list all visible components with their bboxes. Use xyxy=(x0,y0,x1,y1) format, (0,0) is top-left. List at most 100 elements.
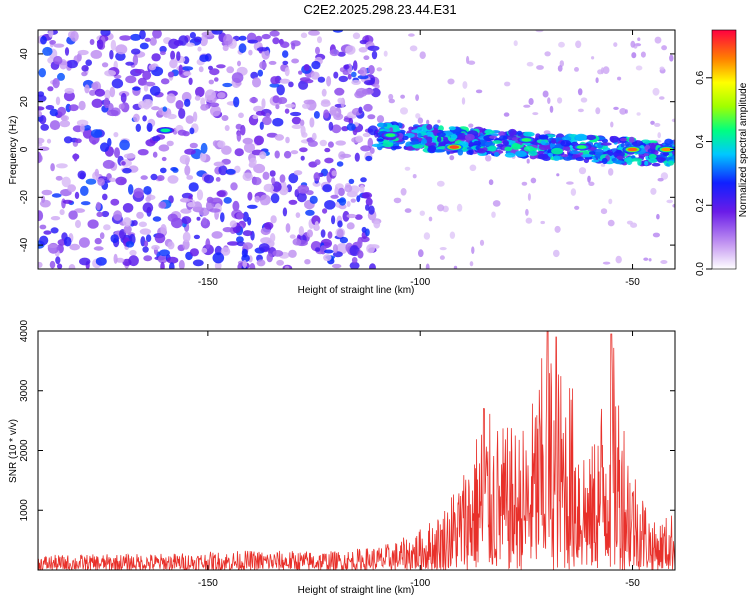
noise-cell xyxy=(388,93,394,101)
noise-cell xyxy=(449,155,455,161)
noise-cell xyxy=(262,116,272,126)
noise-cell xyxy=(324,200,336,210)
noise-cell xyxy=(276,84,285,96)
noise-cell xyxy=(467,60,476,65)
noise-cell xyxy=(45,105,55,110)
noise-cell xyxy=(654,36,662,44)
noise-cell xyxy=(356,238,363,249)
noise-cell xyxy=(223,197,232,204)
noise-cell xyxy=(270,193,280,204)
noise-cell xyxy=(282,207,288,217)
signal-cell xyxy=(450,134,458,140)
signal-cell xyxy=(600,142,612,146)
noise-cell xyxy=(485,155,492,162)
noise-cell xyxy=(53,55,63,65)
noise-cell xyxy=(123,153,136,159)
noise-cell xyxy=(152,135,161,142)
signal-cell xyxy=(401,135,409,141)
noise-cell xyxy=(55,96,61,106)
noise-cell xyxy=(363,80,375,86)
noise-cell xyxy=(671,118,675,123)
noise-cell xyxy=(149,85,161,96)
noise-cell xyxy=(270,215,277,224)
noise-cell xyxy=(602,261,611,265)
noise-cell xyxy=(259,151,267,160)
noise-cell xyxy=(40,35,47,45)
signal-cell xyxy=(581,154,593,158)
noise-cell xyxy=(659,66,665,71)
noise-cell xyxy=(553,249,560,258)
signal-cell xyxy=(431,138,437,142)
noise-cell xyxy=(359,184,365,194)
noise-cell xyxy=(321,88,327,97)
noise-cell xyxy=(242,260,247,269)
signal-cell xyxy=(436,132,446,138)
noise-cell xyxy=(297,184,310,194)
signal-cell xyxy=(630,155,636,160)
signal-cell xyxy=(428,145,437,153)
noise-cell xyxy=(49,108,59,117)
signal-cell xyxy=(668,160,674,166)
colorbar-tick-label: 0.6 xyxy=(695,70,706,84)
noise-cell xyxy=(199,54,209,62)
noise-cell xyxy=(311,60,321,70)
noise-cell xyxy=(542,90,549,98)
noise-cell xyxy=(354,214,363,220)
noise-cell xyxy=(525,208,529,216)
noise-cell xyxy=(369,263,376,269)
noise-cell xyxy=(178,259,185,269)
noise-cell xyxy=(439,255,445,260)
noise-cell xyxy=(178,108,186,119)
noise-cell xyxy=(249,157,257,167)
signal-cell xyxy=(648,158,658,164)
noise-cell xyxy=(220,212,225,223)
noise-cell xyxy=(49,40,56,45)
noise-cell xyxy=(332,263,342,269)
noise-cell xyxy=(104,70,116,77)
noise-cell xyxy=(613,106,619,110)
noise-cell xyxy=(238,112,244,119)
signal-cell xyxy=(615,149,623,154)
noise-cell xyxy=(148,64,156,71)
signal-cell xyxy=(484,130,495,134)
noise-cell xyxy=(624,109,628,114)
noise-cell xyxy=(249,263,256,269)
noise-cell xyxy=(314,159,321,166)
noise-cell xyxy=(265,112,271,119)
signal-cell xyxy=(382,141,394,148)
noise-cell xyxy=(650,187,657,195)
noise-cell xyxy=(195,86,205,98)
noise-cell xyxy=(409,45,418,52)
noise-cell xyxy=(200,142,208,154)
noise-cell xyxy=(184,165,191,176)
noise-cell xyxy=(187,202,196,208)
noise-cell xyxy=(145,234,152,242)
noise-cell xyxy=(172,167,179,173)
noise-cell xyxy=(142,202,154,213)
noise-cell xyxy=(363,103,373,112)
noise-cell xyxy=(160,51,166,56)
noise-cell xyxy=(491,211,496,218)
signal-cell xyxy=(523,131,535,137)
y-tick-label: 20 xyxy=(19,96,30,108)
noise-cell xyxy=(322,208,328,214)
noise-cell xyxy=(329,106,337,116)
noise-cell xyxy=(185,115,194,124)
x-tick-label: -50 xyxy=(625,578,640,589)
noise-cell xyxy=(236,131,242,142)
noise-cell xyxy=(652,87,660,96)
noise-cell xyxy=(90,49,103,59)
noise-cell xyxy=(536,65,544,70)
noise-cell xyxy=(224,125,230,131)
noise-cell xyxy=(461,97,466,105)
noise-cell xyxy=(264,222,274,230)
noise-cell xyxy=(404,208,412,213)
noise-cell xyxy=(80,185,89,196)
noise-cell xyxy=(293,170,303,176)
noise-cell xyxy=(320,100,331,107)
noise-cell xyxy=(138,101,146,109)
noise-cell xyxy=(49,260,56,269)
noise-cell xyxy=(588,181,595,186)
noise-cell xyxy=(176,51,181,61)
signal-cell xyxy=(457,133,467,140)
